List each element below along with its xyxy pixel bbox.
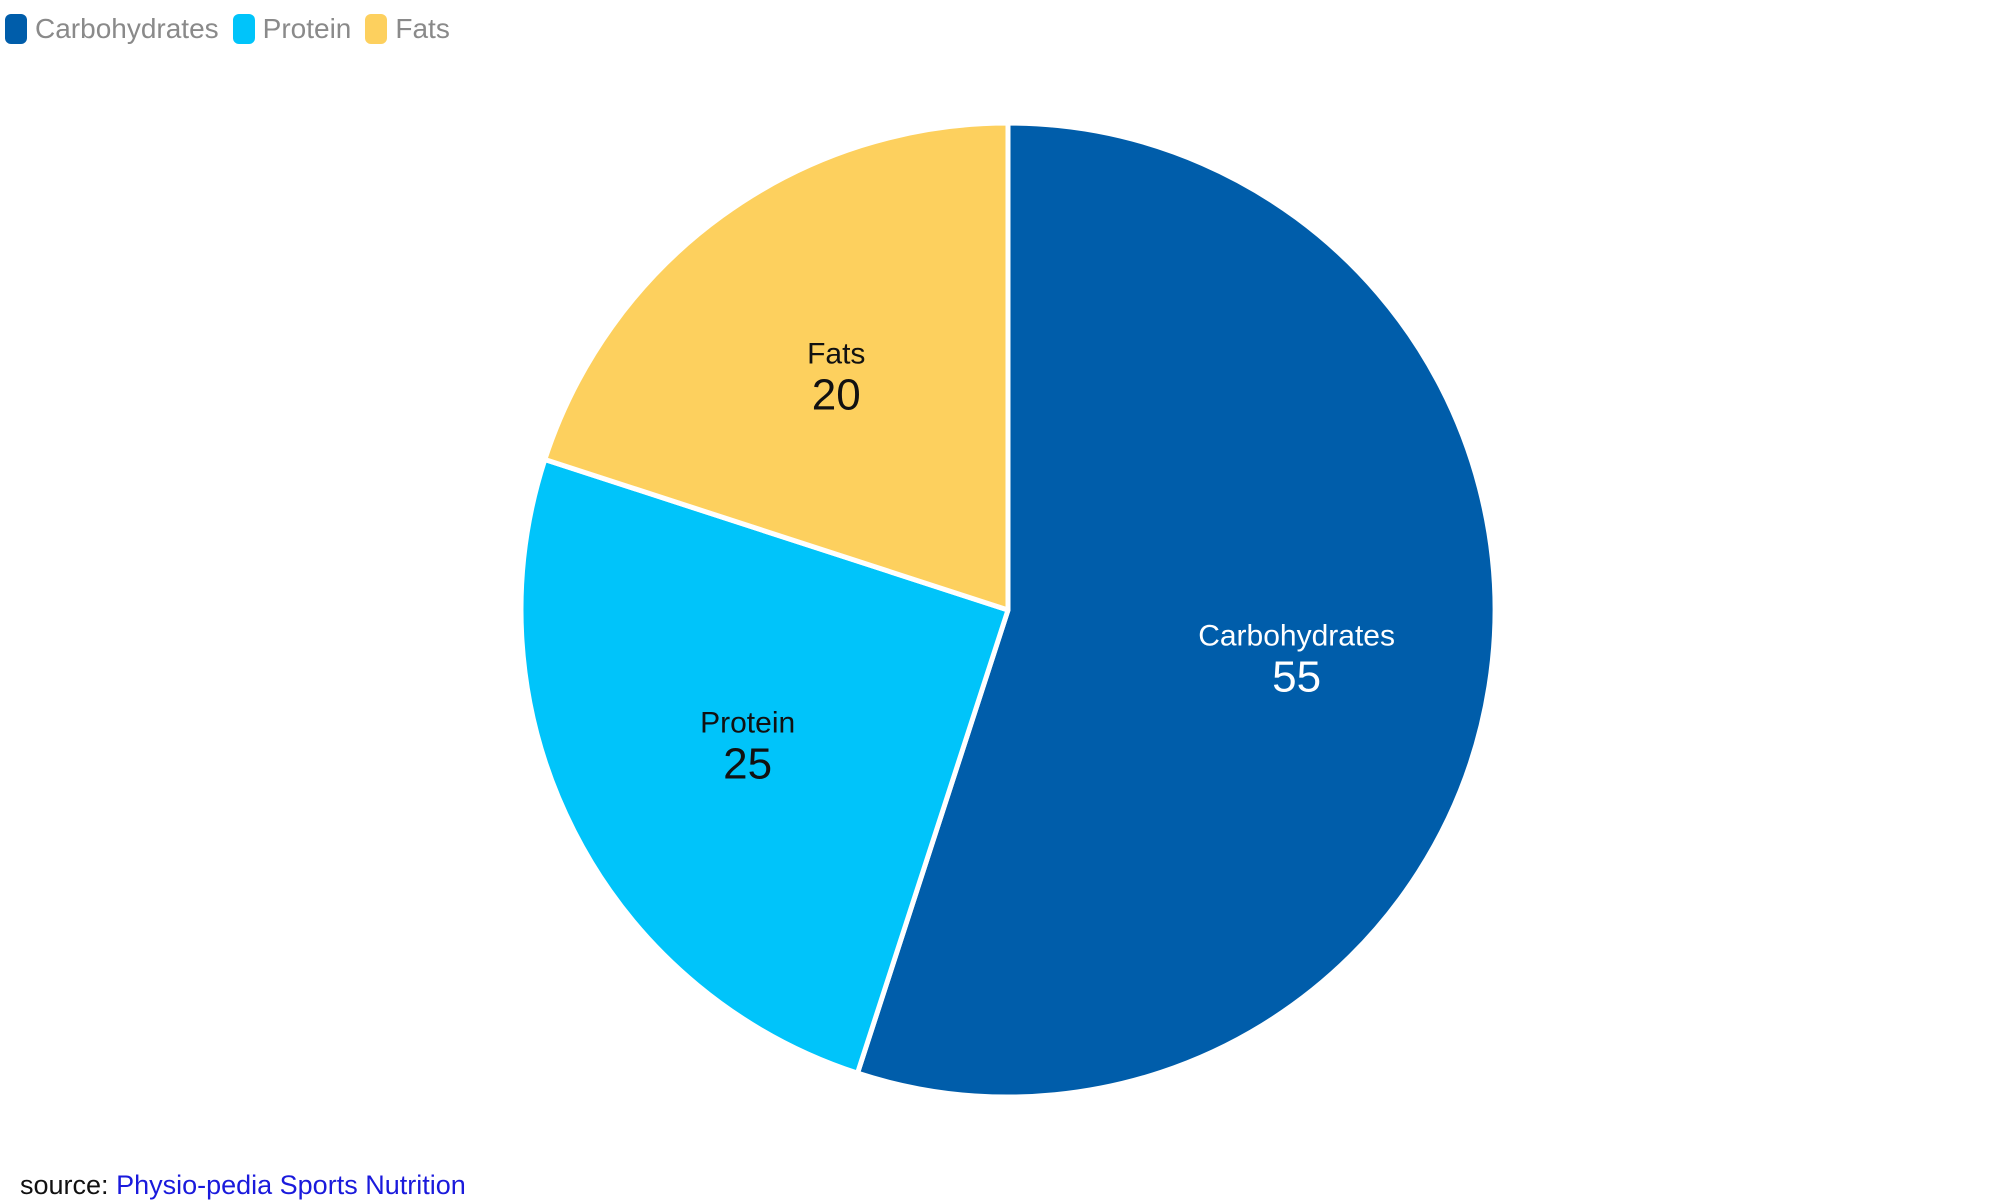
slice-value-fats: 20 [812, 371, 861, 420]
legend-item-carbohydrates[interactable]: Carbohydrates [5, 13, 219, 45]
source-note: source: Physio-pedia Sports Nutrition [20, 1170, 466, 1201]
legend-item-protein[interactable]: Protein [232, 13, 352, 45]
slice-label-protein: Protein [700, 707, 795, 740]
legend-label-fats: Fats [395, 13, 450, 44]
slice-label-fats: Fats [807, 338, 865, 371]
legend: Carbohydrates Protein Fats [5, 10, 464, 48]
slice-value-carbohydrates: 55 [1272, 653, 1321, 702]
legend-label-carbohydrates: Carbohydrates [35, 13, 219, 44]
legend-label-protein: Protein [262, 13, 352, 44]
source-link[interactable]: Physio-pedia Sports Nutrition [116, 1170, 466, 1200]
legend-item-fats[interactable]: Fats [365, 13, 450, 45]
slice-value-protein: 25 [723, 740, 772, 789]
pie-slice-carbohydrates[interactable] [855, 120, 1498, 1100]
legend-swatch-carbohydrates [5, 14, 27, 44]
pie-slice-fats[interactable] [542, 120, 1011, 613]
pie-slice-protein[interactable] [518, 457, 1011, 1076]
legend-swatch-fats [365, 14, 388, 44]
source-prefix: source: [20, 1170, 109, 1200]
slice-label-carbohydrates: Carbohydrates [1198, 620, 1395, 653]
legend-swatch-protein [232, 14, 255, 44]
